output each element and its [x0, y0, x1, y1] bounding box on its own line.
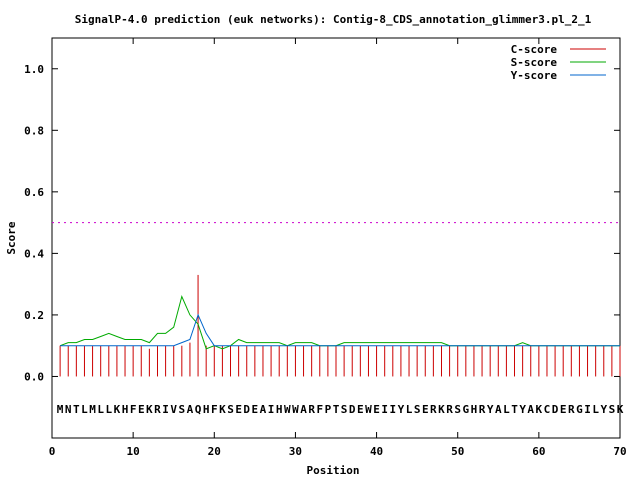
x-tick-label: 50 [451, 445, 464, 458]
sequence-residue: W [292, 403, 299, 416]
sequence-residue: Y [487, 403, 494, 416]
sequence-residue: M [89, 403, 96, 416]
sequence-residue: K [114, 403, 121, 416]
sequence-residue: L [97, 403, 104, 416]
sequence-residue: E [422, 403, 429, 416]
sequence-residue: Q [195, 403, 202, 416]
sequence-residue: T [73, 403, 80, 416]
y-tick-label: 0.0 [24, 370, 44, 383]
sequence-residue: R [308, 403, 315, 416]
x-axis-label: Position [307, 464, 360, 477]
sequence-residue: E [373, 403, 380, 416]
sequence-residue: F [211, 403, 218, 416]
sequence-residue: P [325, 403, 332, 416]
plot-frame [51, 37, 621, 439]
sequence-residue: S [227, 403, 234, 416]
sequence-residue: A [527, 403, 534, 416]
sequence-residue: E [252, 403, 259, 416]
sequence-residue: W [284, 403, 291, 416]
sequence-residue: D [552, 403, 559, 416]
sequence-residue: M [57, 403, 64, 416]
legend-label-y-score: Y-score [511, 69, 558, 82]
sequence-residue: R [479, 403, 486, 416]
sequence-residue: C [544, 403, 551, 416]
sequence-residue: I [389, 403, 396, 416]
sequence-residue: S [609, 403, 616, 416]
sequence-residue: E [235, 403, 242, 416]
sequence-residue: L [81, 403, 88, 416]
y-tick-label: 0.4 [24, 247, 44, 260]
sequence-residue: L [406, 403, 413, 416]
sequence-residue: H [203, 403, 210, 416]
sequence-residue: I [268, 403, 275, 416]
sequence-residue: R [154, 403, 161, 416]
sequence-residue: I [584, 403, 591, 416]
sequence-residue: I [162, 403, 169, 416]
x-tick-label: 20 [208, 445, 221, 458]
sequence-residue: H [122, 403, 129, 416]
x-tick-label: 70 [613, 445, 626, 458]
y-tick-label: 0.8 [24, 124, 44, 137]
sequence-residue: T [333, 403, 340, 416]
sequence-residue: Y [398, 403, 405, 416]
sequence-residue: K [536, 403, 543, 416]
sequence-residue: R [446, 403, 453, 416]
sequence-residue: S [179, 403, 186, 416]
sequence-residue: K [219, 403, 226, 416]
sequence-residue: S [454, 403, 461, 416]
sequence-residue: A [260, 403, 267, 416]
sequence-residue: D [243, 403, 250, 416]
s-score-line [59, 294, 620, 350]
x-tick-label: 0 [49, 445, 56, 458]
sequence-residue: H [276, 403, 283, 416]
sequence-residue: A [300, 403, 307, 416]
chart-title: SignalP-4.0 prediction (euk networks): C… [75, 13, 592, 26]
chart-marks [59, 274, 621, 377]
sequence-residue: S [341, 403, 348, 416]
sequence-residue: I [381, 403, 388, 416]
sequence-residue: R [430, 403, 437, 416]
sequence-residue: N [65, 403, 72, 416]
sequence-residue: F [130, 403, 137, 416]
sequence-residue: L [592, 403, 599, 416]
sequence-residue: K [146, 403, 153, 416]
sequence-residue: E [560, 403, 567, 416]
x-tick-label: 60 [532, 445, 545, 458]
legend-label-c-score: C-score [511, 43, 558, 56]
sequence-residue: Y [600, 403, 607, 416]
sequence-residue: E [138, 403, 145, 416]
y-tick-label: 1.0 [24, 63, 44, 76]
sequence-residue: H [471, 403, 478, 416]
x-tick-label: 40 [370, 445, 383, 458]
sequence-residue: F [316, 403, 323, 416]
y-axis-label: Score [5, 221, 18, 254]
sequence-residue: K [438, 403, 445, 416]
sequence-residue: K [617, 403, 624, 416]
sequence-residue: V [170, 403, 177, 416]
sequence-residue: L [105, 403, 112, 416]
y-tick-label: 0.6 [24, 186, 44, 199]
sequence-residue: S [414, 403, 421, 416]
y-axis: 0.0 0.2 0.4 0.6 0.8 1.0 [24, 63, 620, 383]
legend-label-s-score: S-score [511, 56, 558, 69]
y-tick-label: 0.2 [24, 309, 44, 322]
sequence-residue: A [495, 403, 502, 416]
sequence-residue: G [463, 403, 470, 416]
sequence-residue: R [568, 403, 575, 416]
x-axis: 0 10 20 30 40 50 60 70 [49, 38, 627, 458]
x-tick-label: 30 [289, 445, 302, 458]
sequence-residue: Y [519, 403, 526, 416]
y-score-line [60, 313, 620, 347]
sequence-residue: T [511, 403, 518, 416]
sequence-residue: L [503, 403, 510, 416]
sequence-residue: W [365, 403, 372, 416]
sequence-residue: A [187, 403, 194, 416]
sequence-residue: D [349, 403, 356, 416]
x-tick-label: 10 [127, 445, 140, 458]
sequence-residue: G [576, 403, 583, 416]
sequence-residue: E [357, 403, 364, 416]
